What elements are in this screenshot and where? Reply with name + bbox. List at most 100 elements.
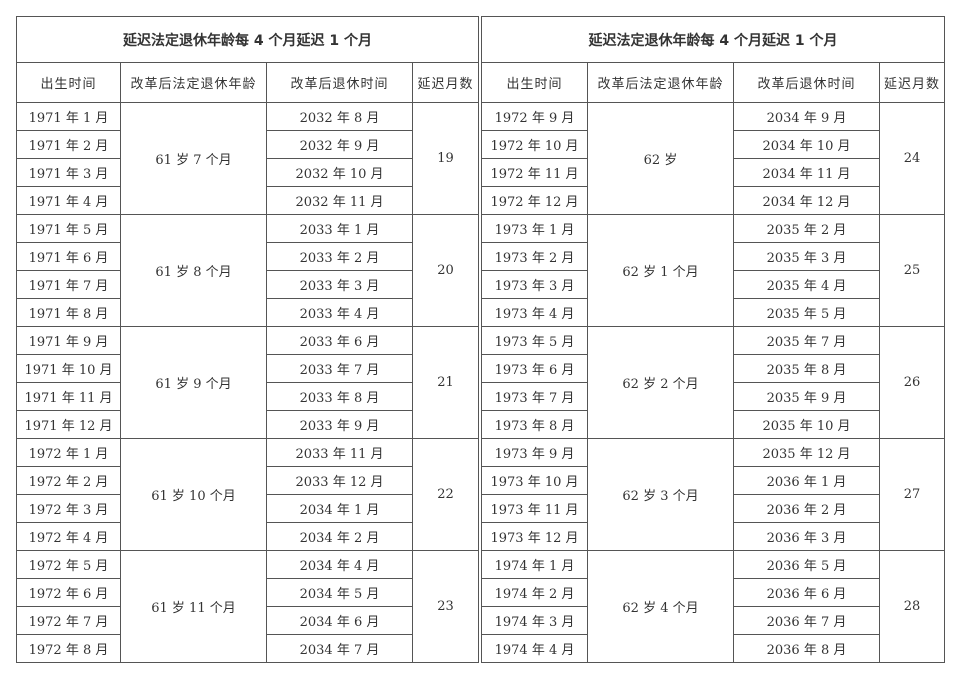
retirement-age-header: 改革后法定退休年龄	[120, 62, 267, 103]
table-row: 1972 年 6 月 2034 年 5 月	[16, 578, 479, 607]
birth-date-cell: 1973 年 9 月	[481, 438, 588, 467]
birth-date-cell: 1973 年 3 月	[481, 270, 588, 299]
retirement-date-cell: 2032 年 8 月	[266, 102, 413, 131]
birth-date-cell: 1974 年 3 月	[481, 606, 588, 635]
retirement-date-cell: 2036 年 2 月	[733, 494, 880, 523]
birth-date-cell: 1973 年 7 月	[481, 382, 588, 411]
retirement-date-cell: 2035 年 2 月	[733, 214, 880, 243]
table-row: 1972 年 10 月 2034 年 10 月	[481, 130, 945, 159]
retirement-age-header: 改革后法定退休年龄	[587, 62, 734, 103]
table-row: 1971 年 11 月 2033 年 8 月	[16, 382, 479, 411]
retirement-date-cell: 2035 年 7 月	[733, 326, 880, 355]
retirement-date-cell: 2035 年 8 月	[733, 354, 880, 383]
retirement-date-cell: 2034 年 11 月	[733, 158, 880, 187]
retirement-date-cell: 2033 年 6 月	[266, 326, 413, 355]
birth-date-header: 出生时间	[16, 62, 121, 103]
retirement-date-cell: 2034 年 9 月	[733, 102, 880, 131]
delay-months-cell: 24	[878, 102, 946, 215]
retirement-date-cell: 2032 年 9 月	[266, 130, 413, 159]
table-row: 1972 年 9 月 62 岁 2034 年 9 月 24	[481, 102, 946, 215]
table-row: 1973 年 3 月 2035 年 4 月	[481, 270, 945, 299]
retirement-date-cell: 2034 年 5 月	[266, 578, 413, 607]
birth-date-cell: 1971 年 5 月	[16, 214, 121, 243]
retirement-date-cell: 2033 年 2 月	[266, 242, 413, 271]
table-row: 1973 年 9 月 62 岁 3 个月 2035 年 12 月 27	[481, 438, 946, 551]
birth-date-header: 出生时间	[481, 62, 588, 103]
table-row: 1972 年 1 月 61 岁 10 个月 2033 年 11 月 22	[16, 438, 480, 551]
retirement-date-cell: 2034 年 1 月	[266, 494, 413, 523]
retirement-age-cell: 62 岁 3 个月	[587, 438, 734, 551]
birth-date-cell: 1972 年 7 月	[16, 606, 121, 635]
birth-date-cell: 1974 年 2 月	[481, 578, 588, 607]
delay-months-header: 延迟月数	[411, 62, 480, 103]
retirement-date-cell: 2035 年 5 月	[733, 298, 880, 327]
birth-date-cell: 1971 年 2 月	[16, 130, 121, 159]
retirement-date-cell: 2034 年 2 月	[266, 522, 413, 551]
birth-date-cell: 1974 年 1 月	[481, 550, 588, 579]
table-row: 1974 年 1 月 62 岁 4 个月 2036 年 5 月 28	[481, 550, 946, 663]
table-row: 1973 年 11 月 2036 年 2 月	[481, 494, 945, 523]
table-row: 1971 年 6 月 2033 年 2 月	[16, 242, 479, 271]
retirement-date-cell: 2036 年 3 月	[733, 522, 880, 551]
table-row: 1972 年 5 月 61 岁 11 个月 2034 年 4 月 23	[16, 550, 480, 663]
table-row: 1973 年 1 月 62 岁 1 个月 2035 年 2 月 25	[481, 214, 946, 327]
retirement-date-cell: 2032 年 11 月	[266, 186, 413, 215]
retirement-age-cell: 62 岁 1 个月	[587, 214, 734, 327]
table-row: 1971 年 10 月 2033 年 7 月	[16, 354, 479, 383]
retirement-date-cell: 2032 年 10 月	[266, 158, 413, 187]
birth-date-cell: 1972 年 9 月	[481, 102, 588, 131]
birth-date-cell: 1971 年 10 月	[16, 354, 121, 383]
table-row: 1974 年 4 月 2036 年 8 月	[481, 634, 945, 663]
birth-date-cell: 1973 年 12 月	[481, 522, 588, 551]
table-row: 1971 年 5 月 61 岁 8 个月 2033 年 1 月 20	[16, 214, 480, 327]
retirement-date-cell: 2036 年 8 月	[733, 634, 880, 663]
retirement-age-cell: 62 岁 4 个月	[587, 550, 734, 663]
table-row: 1974 年 2 月 2036 年 6 月	[481, 578, 945, 607]
table-row: 1972 年 2 月 2033 年 12 月	[16, 466, 479, 495]
birth-date-cell: 1972 年 8 月	[16, 634, 121, 663]
retirement-date-cell: 2035 年 9 月	[733, 382, 880, 411]
table-row: 1971 年 8 月 2033 年 4 月	[16, 298, 479, 327]
table-row: 1973 年 8 月 2035 年 10 月	[481, 410, 945, 439]
retirement-date-cell: 2036 年 6 月	[733, 578, 880, 607]
retirement-date-cell: 2035 年 3 月	[733, 242, 880, 271]
delay-months-header: 延迟月数	[878, 62, 946, 103]
retirement-date-cell: 2036 年 7 月	[733, 606, 880, 635]
retirement-date-cell: 2034 年 7 月	[266, 634, 413, 663]
table-row: 1971 年 9 月 61 岁 9 个月 2033 年 6 月 21	[16, 326, 480, 439]
retirement-date-cell: 2035 年 10 月	[733, 410, 880, 439]
delay-months-cell: 28	[878, 550, 946, 663]
birth-date-cell: 1972 年 4 月	[16, 522, 121, 551]
birth-date-cell: 1974 年 4 月	[481, 634, 588, 663]
retirement-date-header: 改革后退休时间	[266, 62, 413, 103]
retirement-table-left: 延迟法定退休年龄每 4 个月延迟 1 个月 出生时间 改革后法定退休年龄 改革后退休时…	[15, 16, 480, 663]
delay-months-cell: 19	[411, 102, 480, 215]
retirement-date-cell: 2034 年 4 月	[266, 550, 413, 579]
birth-date-cell: 1972 年 1 月	[16, 438, 121, 467]
retirement-date-cell: 2033 年 11 月	[266, 438, 413, 467]
table-title: 延迟法定退休年龄每 4 个月延迟 1 个月	[480, 16, 946, 63]
retirement-date-cell: 2034 年 12 月	[733, 186, 880, 215]
retirement-age-cell: 62 岁 2 个月	[587, 326, 734, 439]
table-row: 1973 年 5 月 62 岁 2 个月 2035 年 7 月 26	[481, 326, 946, 439]
birth-date-cell: 1972 年 10 月	[481, 130, 588, 159]
retirement-date-cell: 2034 年 10 月	[733, 130, 880, 159]
birth-date-cell: 1971 年 1 月	[16, 102, 121, 131]
retirement-age-cell: 61 岁 10 个月	[120, 438, 267, 551]
birth-date-cell: 1971 年 8 月	[16, 298, 121, 327]
birth-date-cell: 1972 年 2 月	[16, 466, 121, 495]
retirement-date-cell: 2036 年 1 月	[733, 466, 880, 495]
retirement-date-cell: 2034 年 6 月	[266, 606, 413, 635]
birth-date-cell: 1973 年 4 月	[481, 298, 588, 327]
birth-date-cell: 1973 年 6 月	[481, 354, 588, 383]
table-row: 1972 年 7 月 2034 年 6 月	[16, 606, 479, 635]
birth-date-cell: 1973 年 8 月	[481, 410, 588, 439]
table-row: 1971 年 3 月 2032 年 10 月	[16, 158, 479, 187]
retirement-date-cell: 2036 年 5 月	[733, 550, 880, 579]
retirement-date-cell: 2033 年 4 月	[266, 298, 413, 327]
retirement-date-cell: 2033 年 3 月	[266, 270, 413, 299]
birth-date-cell: 1971 年 3 月	[16, 158, 121, 187]
retirement-date-cell: 2035 年 4 月	[733, 270, 880, 299]
delay-months-cell: 25	[878, 214, 946, 327]
birth-date-cell: 1972 年 12 月	[481, 186, 588, 215]
